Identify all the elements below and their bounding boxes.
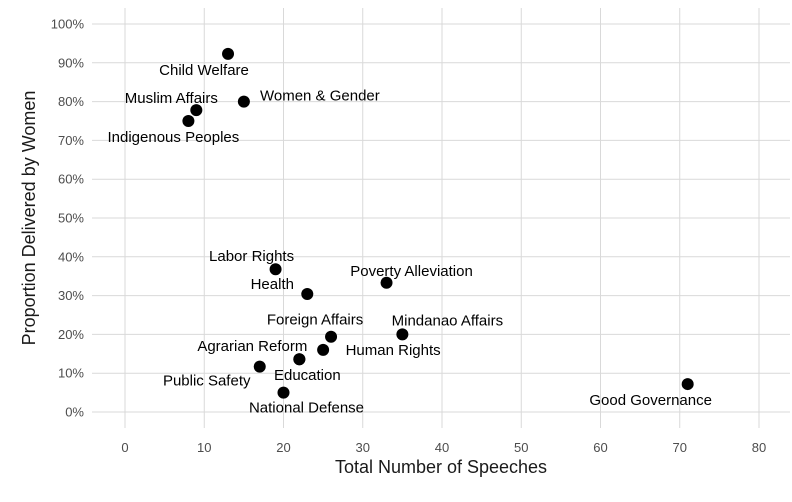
x-tick-label: 60 <box>593 440 607 455</box>
x-tick-label: 50 <box>514 440 528 455</box>
data-point <box>237 95 250 108</box>
y-tick-label: 30% <box>58 288 84 303</box>
y-tick-label: 0% <box>65 405 84 420</box>
point-label: Mindanao Affairs <box>392 312 503 329</box>
point-label: Public Safety <box>163 373 251 390</box>
x-tick-label: 10 <box>197 440 211 455</box>
x-tick-label: 70 <box>673 440 687 455</box>
data-points <box>182 47 694 399</box>
y-tick-label: 60% <box>58 172 84 187</box>
point-labels: Child Welfare Muslim Affairs Women & Gende… <box>108 62 712 417</box>
x-axis-ticks: 0 10 20 30 40 50 60 70 80 <box>121 440 766 455</box>
data-point <box>396 328 409 341</box>
y-tick-label: 10% <box>58 366 84 381</box>
x-tick-label: 0 <box>121 440 128 455</box>
x-tick-label: 40 <box>435 440 449 455</box>
x-tick-label: 30 <box>356 440 370 455</box>
data-point <box>325 330 338 343</box>
y-axis-ticks: 0% 10% 20% 30% 40% 50% 60% 70% 80% 90% 100% <box>51 17 85 420</box>
y-axis-title: Proportion Delivered by Women <box>19 91 39 346</box>
data-point <box>277 386 290 399</box>
data-point <box>317 343 330 356</box>
point-label: Muslim Affairs <box>125 90 218 107</box>
x-tick-label: 20 <box>276 440 290 455</box>
data-point <box>269 263 282 276</box>
point-label: Health <box>251 276 294 293</box>
point-label: Human Rights <box>346 342 441 359</box>
data-point <box>182 115 195 127</box>
x-axis-title: Total Number of Speeches <box>335 457 547 477</box>
data-point <box>253 360 266 373</box>
point-label: Foreign Affairs <box>267 312 363 329</box>
y-tick-label: 40% <box>58 249 84 264</box>
point-label: Agrarian Reform <box>197 338 307 355</box>
data-point <box>222 47 235 60</box>
y-tick-label: 20% <box>58 327 84 342</box>
data-point <box>293 353 306 366</box>
data-point <box>301 288 314 301</box>
data-point <box>380 276 393 289</box>
point-label: Labor Rights <box>209 248 294 265</box>
point-label: Good Governance <box>589 392 712 409</box>
y-tick-label: 80% <box>58 94 84 109</box>
data-point <box>190 104 203 117</box>
point-label: Indigenous Peoples <box>108 129 240 146</box>
point-label: Education <box>274 367 341 384</box>
point-label: Women & Gender <box>260 88 380 105</box>
point-label: Child Welfare <box>159 62 249 79</box>
y-tick-label: 90% <box>58 55 84 70</box>
x-tick-label: 80 <box>752 440 766 455</box>
y-tick-label: 70% <box>58 133 84 148</box>
grid-lines <box>92 8 790 428</box>
point-label: Poverty Alleviation <box>350 263 473 280</box>
point-label: National Defense <box>249 400 364 417</box>
data-point <box>681 378 694 391</box>
y-tick-label: 50% <box>58 211 84 226</box>
y-tick-label: 100% <box>51 17 85 32</box>
